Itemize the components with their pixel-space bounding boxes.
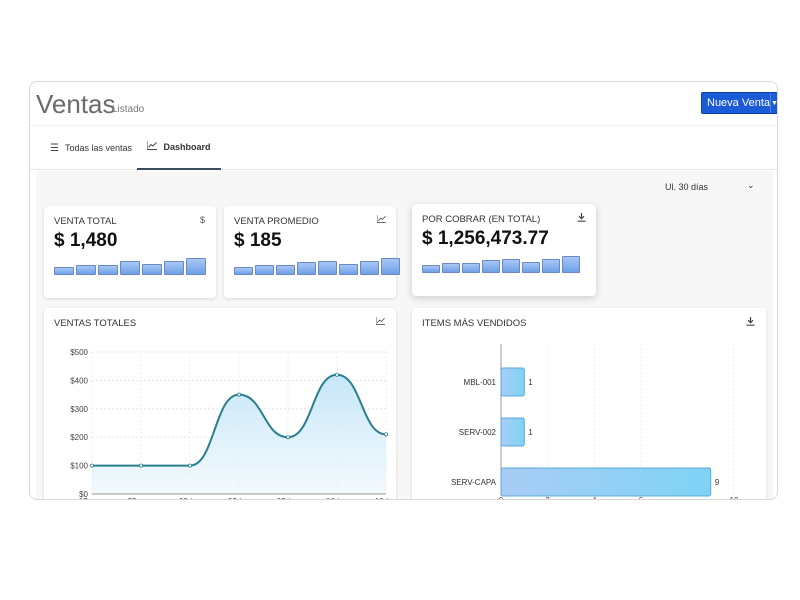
data-point: [285, 435, 290, 440]
data-point: [383, 432, 388, 437]
x-tick-label: 10-jun: [375, 497, 396, 500]
spark-bar: [297, 262, 316, 275]
x-tick-label: 25-may: [128, 497, 155, 500]
page-title: Ventas: [36, 89, 116, 119]
x-tick-label: 17-may: [79, 497, 106, 500]
bar: [500, 417, 525, 447]
chevron-down-icon[interactable]: ⌄: [747, 180, 755, 190]
sales-line-chart: $0 $100 $200 $300 $400 $500 17-may 25-may 02-jun…: [70, 348, 396, 500]
data-point: [139, 463, 144, 468]
download-icon[interactable]: [746, 317, 755, 328]
category-label: SERV-002: [459, 428, 497, 437]
bar-value-label: 1: [528, 378, 533, 387]
y-tick-label: $400: [70, 376, 88, 385]
tab-all-sales-label: Todas las ventas: [64, 143, 133, 153]
x-tick-label: 2: [545, 496, 550, 500]
chart-title: VENTAS TOTALES: [54, 318, 137, 329]
top-items-chart-card: ITEMS MÁS VENDIDOS 0 2 4 6 10 MBL-001 1 SERV-00…: [412, 308, 766, 500]
sparkline: [422, 256, 580, 273]
spark-bar: [76, 265, 96, 275]
line-chart-icon: [376, 215, 386, 225]
download-icon[interactable]: [577, 213, 586, 224]
app-window: Ventas Listado Nueva Venta ▼ ☰ Todas las…: [29, 81, 778, 500]
chevron-down-icon[interactable]: ▼: [770, 93, 777, 113]
y-tick-label: $300: [70, 405, 88, 414]
list-icon: ☰: [50, 142, 59, 154]
total-sales-chart-card: VENTAS TOTALES $0 $100 $200 $300 $400 $500 17-…: [44, 308, 396, 500]
y-tick-label: $500: [70, 348, 88, 357]
data-point: [236, 392, 241, 397]
category-label: SERV-CAPA: [451, 478, 497, 487]
bar: [500, 467, 712, 497]
spark-bar: [339, 264, 358, 275]
sparkline: [54, 258, 206, 275]
date-range-select[interactable]: Ul. 30 días: [665, 182, 709, 192]
average-sale-card: VENTA PROMEDIO $ 185: [224, 206, 400, 298]
x-tick-label: 4: [592, 496, 597, 500]
spark-bar: [276, 265, 295, 275]
dollar-icon: $: [200, 215, 206, 225]
spark-bar: [98, 265, 118, 275]
total-sales-card: VENTA TOTAL $ $ 1,480: [44, 206, 216, 298]
x-tick-label: 02-jun: [179, 497, 201, 500]
x-tick-label: 10: [730, 496, 739, 500]
spark-bar: [422, 265, 440, 273]
card-title: POR COBRAR (EN TOTAL): [422, 214, 541, 225]
x-tick-label: 05-jun: [277, 497, 299, 500]
card-title: VENTA PROMEDIO: [234, 216, 319, 227]
dashboard-content: Ul. 30 días ⌄ VENTA TOTAL $ $ 1,480 VENT…: [36, 171, 773, 500]
spark-bar: [186, 258, 206, 275]
bar: [500, 367, 525, 397]
new-sale-button[interactable]: Nueva Venta ▼: [701, 92, 777, 114]
tab-all-sales[interactable]: ☰ Todas las ventas: [50, 126, 132, 170]
spark-bar: [381, 258, 400, 275]
area-fill: [92, 374, 386, 494]
y-tick-label: $100: [70, 462, 88, 471]
spark-bar: [54, 267, 74, 275]
x-tick-label: 6: [639, 496, 644, 500]
spark-bar: [255, 265, 274, 275]
receivables-card: POR COBRAR (EN TOTAL) $ 1,256,473.77: [412, 204, 596, 296]
page-header: Ventas Listado Nueva Venta ▼: [30, 82, 777, 126]
x-tick-label: 06-jun: [326, 497, 348, 500]
spark-bar: [318, 261, 337, 275]
spark-bar: [142, 264, 162, 275]
spark-bar: [234, 267, 253, 275]
data-point: [334, 372, 339, 377]
tab-dashboard-label: Dashboard: [163, 142, 211, 152]
category-label: MBL-001: [464, 378, 497, 387]
y-tick-label: $0: [79, 490, 88, 499]
top-items-bar-chart: 0 2 4 6 10 MBL-001 1 SERV-002 1 SERV-CAPA 9: [451, 344, 739, 500]
data-point: [90, 463, 95, 468]
page-subtitle: Listado: [112, 104, 145, 115]
y-tick-label: $200: [70, 433, 88, 442]
spark-bar: [562, 256, 580, 273]
sparkline: [234, 258, 400, 275]
card-value: $ 1,480: [54, 230, 118, 251]
card-title: VENTA TOTAL: [54, 216, 117, 227]
spark-bar: [482, 260, 500, 273]
spark-bar: [164, 261, 184, 275]
spark-bar: [502, 259, 520, 273]
spark-bar: [120, 261, 140, 275]
card-value: $ 185: [234, 230, 282, 251]
bar-value-label: 1: [528, 428, 533, 437]
spark-bar: [442, 263, 460, 273]
spark-bar: [522, 262, 540, 273]
card-value: $ 1,256,473.77: [422, 228, 549, 249]
tab-bar: ☰ Todas las ventas Dashboard: [30, 126, 777, 170]
chart-title: ITEMS MÁS VENDIDOS: [422, 318, 527, 329]
line-chart-icon: [375, 317, 385, 327]
bar-value-label: 9: [715, 478, 720, 487]
x-tick-label: 02-jun: [228, 497, 250, 500]
spark-bar: [542, 259, 560, 273]
spark-bar: [462, 263, 480, 273]
spark-bar: [360, 261, 379, 275]
tab-dashboard[interactable]: Dashboard: [137, 126, 221, 170]
x-tick-label: 0: [499, 496, 504, 500]
data-point: [187, 463, 192, 468]
new-sale-button-label: Nueva Venta: [707, 97, 770, 109]
line-chart-icon: [146, 141, 158, 153]
